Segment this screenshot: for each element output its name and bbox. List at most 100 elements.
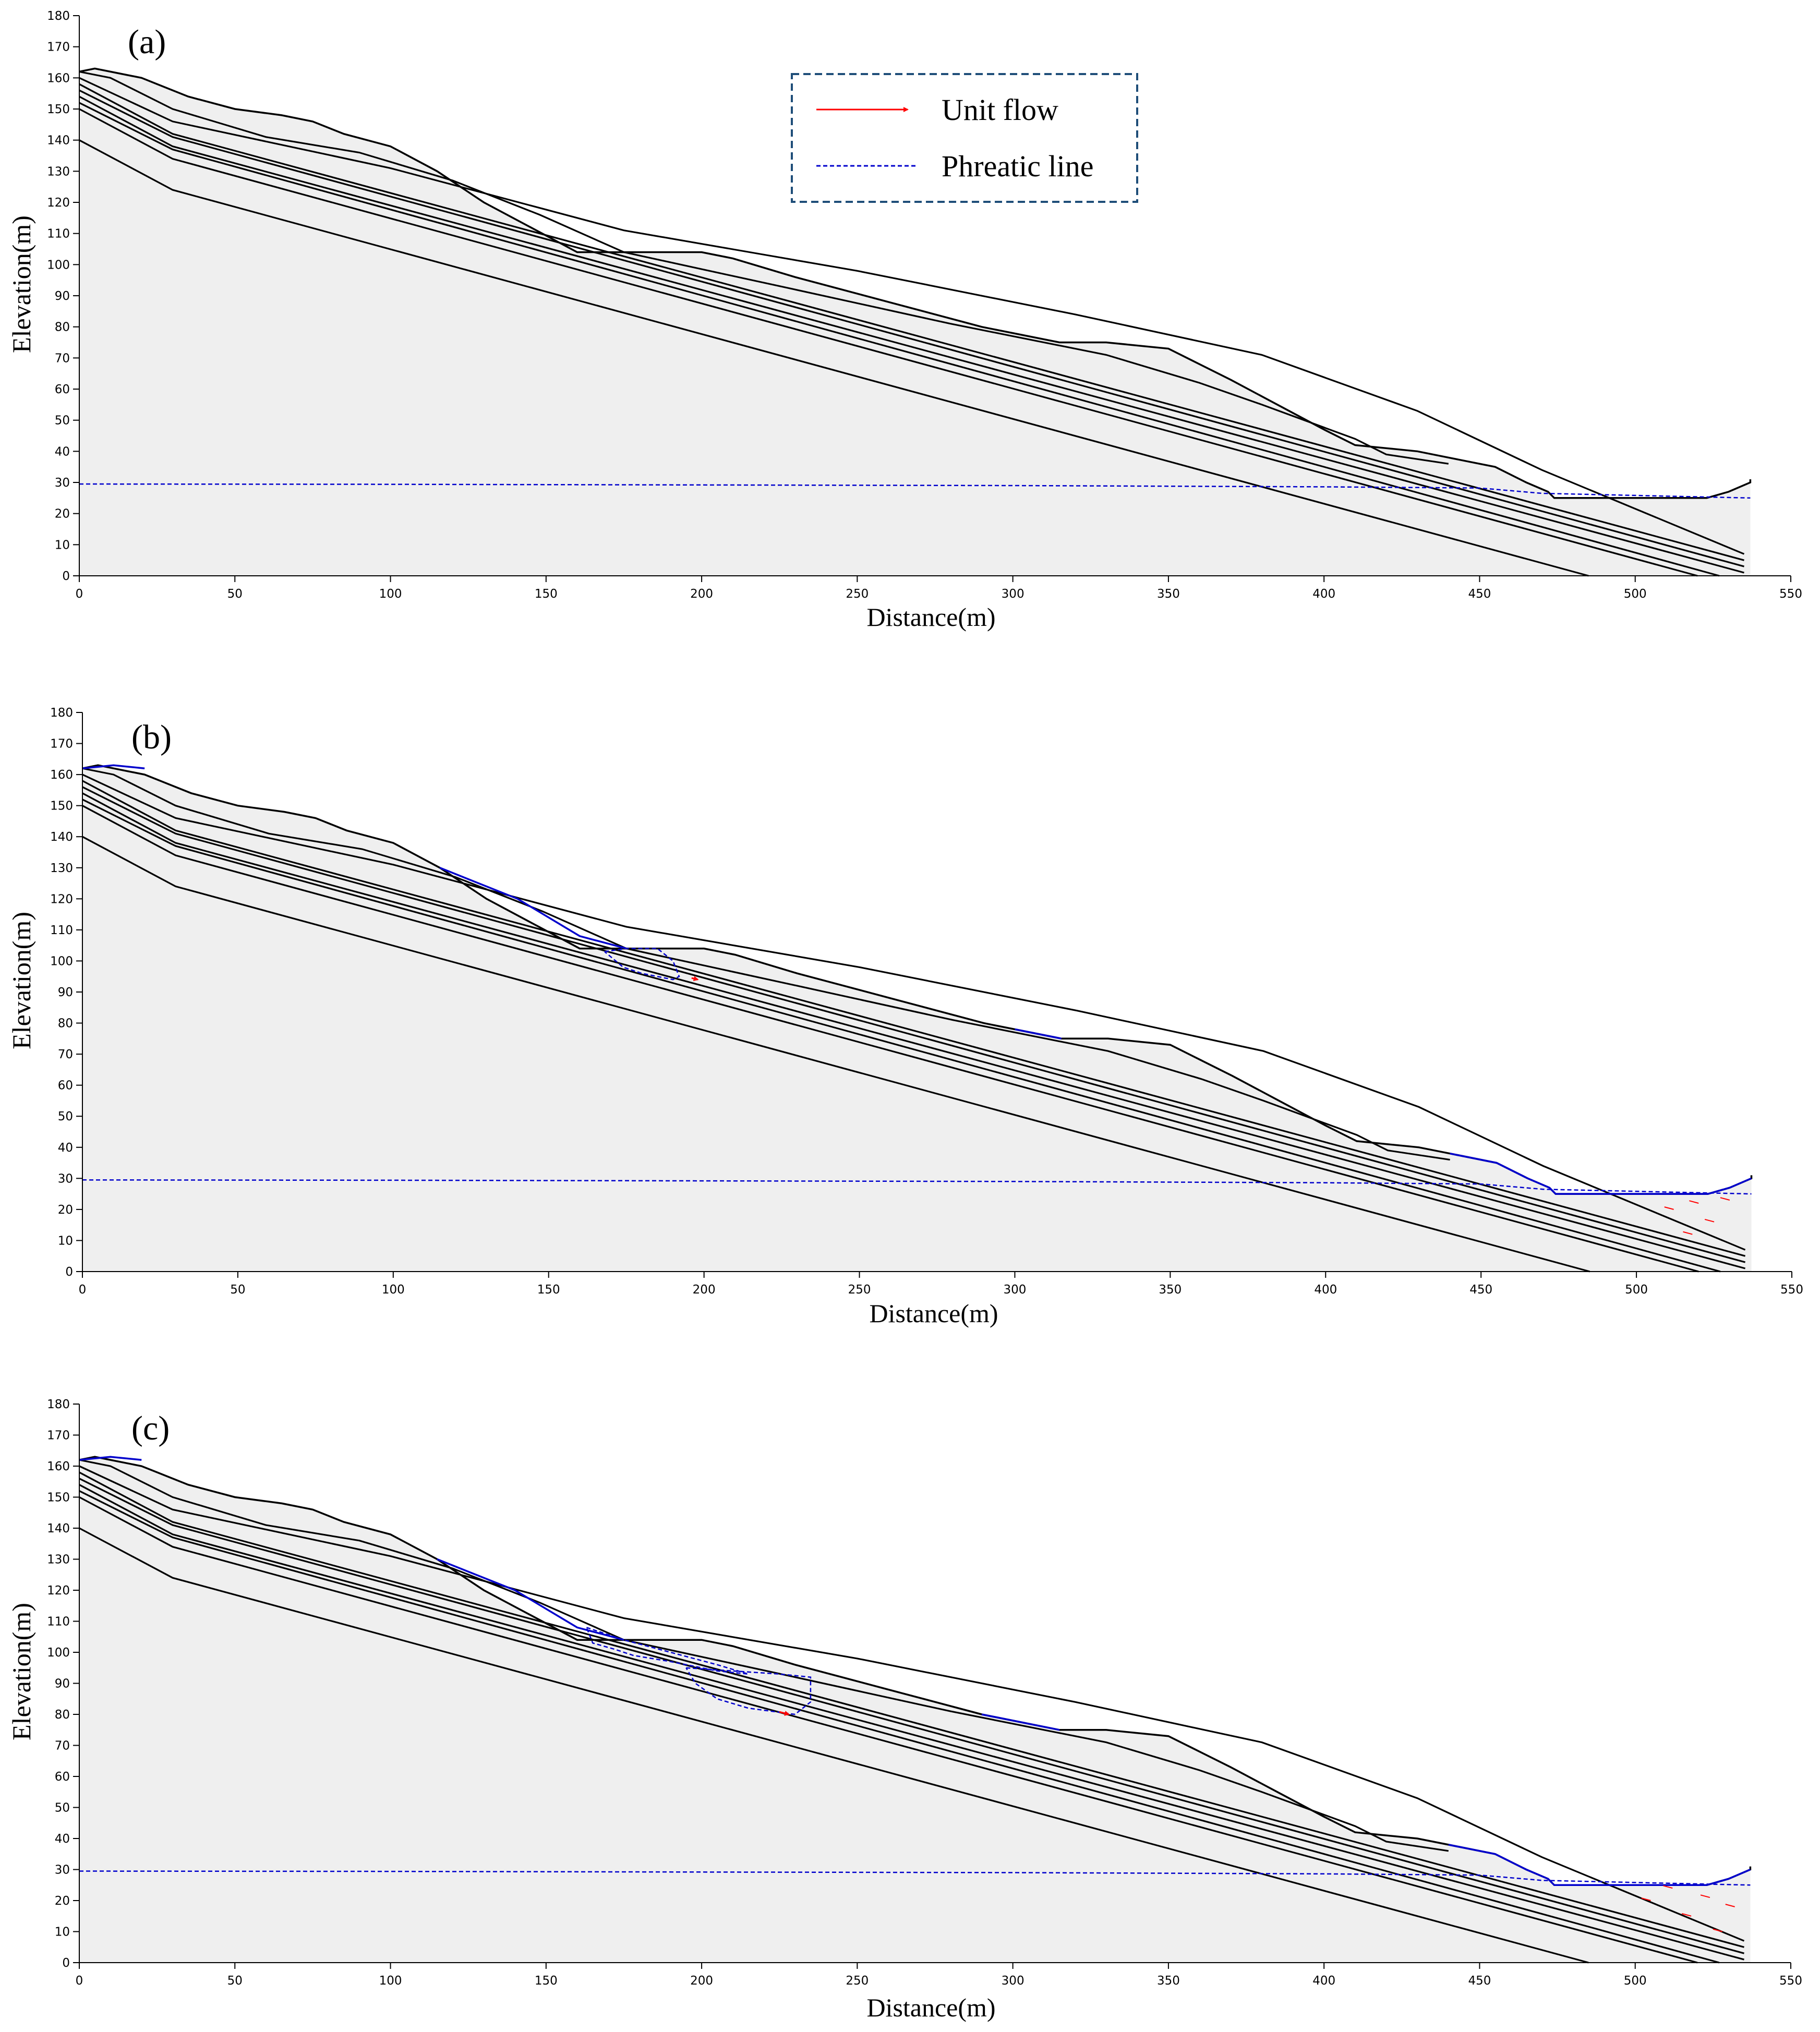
layer-boundary-3 (79, 1471, 1744, 1948)
layer-boundary-2 (82, 773, 1746, 1251)
y-tick-label: 170 (47, 1429, 70, 1443)
x-axis-label: Distance(m) (866, 1993, 995, 2022)
x-tick-label: 400 (1314, 1283, 1337, 1297)
wetted-surface-1 (79, 1456, 142, 1461)
y-tick-label: 130 (50, 862, 73, 875)
y-tick-label: 150 (50, 800, 73, 813)
y-tick-label: 110 (50, 924, 73, 937)
y-tick-label: 170 (47, 41, 70, 54)
unit-flow-arrow-1 (691, 976, 699, 982)
wetted-surface-4 (1450, 1152, 1752, 1195)
y-tick-label: 160 (47, 71, 70, 85)
layer-boundary-3 (82, 780, 1746, 1257)
layer-boundary-5 (79, 95, 1744, 574)
toe-flow-arrow-4 (1720, 1197, 1730, 1201)
y-tick-label: 180 (50, 706, 73, 720)
x-tick-label: 50 (227, 1974, 243, 1988)
layer-boundary-6 (79, 102, 1720, 577)
x-tick-label: 200 (690, 587, 713, 601)
x-tick-label: 250 (846, 1974, 869, 1988)
layer-boundary-7 (79, 108, 1698, 577)
y-tick-label: 50 (55, 414, 70, 428)
wetted-surface-3 (981, 1713, 1060, 1731)
y-tick-label: 30 (55, 1864, 70, 1877)
slope-surface-line (79, 67, 1752, 499)
y-tick-label: 40 (55, 445, 70, 458)
x-tick-label: 450 (1469, 1283, 1492, 1297)
y-tick-label: 140 (47, 134, 70, 148)
x-axis-label: Distance(m) (869, 1299, 998, 1328)
toe-flow-arrow-3 (1704, 1218, 1715, 1223)
y-tick-label: 50 (55, 1801, 70, 1815)
plot-area (79, 67, 1752, 577)
layer-boundary-3 (79, 83, 1744, 561)
x-tick-label: 300 (1002, 1974, 1024, 1988)
phreatic-line (79, 1870, 1751, 1886)
x-tick-label: 150 (537, 1283, 560, 1297)
toe-flow-arrow-4 (1700, 1894, 1710, 1898)
legend: Unit flow Phreatic line (791, 73, 1138, 203)
x-tick-label: 450 (1468, 1974, 1491, 1988)
seepage-zone-2 (685, 1667, 812, 1715)
y-tick-label: 80 (58, 1017, 73, 1031)
y-tick-label: 100 (47, 258, 70, 272)
layer-boundary-2 (79, 1465, 1745, 1942)
y-tick-label: 120 (50, 892, 73, 906)
y-tick-label: 20 (58, 1203, 73, 1217)
y-tick-label: 140 (50, 830, 73, 844)
toe-flow-arrow-6 (1725, 1904, 1735, 1907)
layer-boundary-8 (82, 836, 1590, 1273)
x-tick-label: 150 (535, 1974, 558, 1988)
y-tick-label: 110 (47, 1615, 70, 1629)
y-tick-label: 160 (47, 1460, 70, 1473)
layer-boundary-8 (79, 1527, 1589, 1964)
toe-flow-arrow-1 (1641, 1897, 1651, 1901)
x-tick-label: 350 (1159, 1283, 1182, 1297)
panel-c: 0 50 100 150 200 250 300 350 400 450 500 550 0 10 20 30… (7, 1398, 1802, 2022)
wetted-surface-2 (437, 1558, 624, 1641)
wetted-surface-4 (1448, 1844, 1751, 1886)
axes: 0 50 100 150 200 250 300 350 400 450 500 550 0 10 20 30… (50, 706, 1803, 1297)
x-tick-label: 250 (846, 587, 869, 601)
x-tick-label: 350 (1157, 1974, 1180, 1988)
toe-flow-arrow-1 (1664, 1206, 1674, 1210)
y-tick-label: 120 (47, 1584, 70, 1598)
y-tick-label: 160 (50, 768, 73, 782)
x-tick-label: 450 (1468, 587, 1491, 601)
y-tick-label: 150 (47, 103, 70, 116)
y-tick-label: 80 (55, 321, 70, 334)
layer-boundary-5 (79, 1484, 1744, 1961)
y-tick-label: 10 (55, 538, 70, 552)
layer-boundary-4 (79, 89, 1744, 567)
y-tick-label: 60 (58, 1079, 73, 1093)
layer-boundary-7 (79, 1496, 1698, 1964)
y-tick-label: 80 (55, 1708, 70, 1722)
y-tick-label: 180 (47, 1398, 70, 1411)
toe-flow-arrow-5 (1713, 1928, 1723, 1932)
legend-label-unit-flow: Unit flow (942, 93, 1058, 127)
layer-boundary-7 (82, 805, 1699, 1273)
y-tick-label: 20 (55, 1894, 70, 1908)
layer-boundary-4 (79, 1478, 1744, 1954)
x-tick-label: 500 (1625, 1283, 1648, 1297)
x-tick-label: 0 (76, 587, 83, 601)
panel-label: (b) (131, 718, 172, 756)
x-tick-label: 200 (693, 1283, 716, 1297)
layer-boundary-8 (79, 139, 1589, 577)
y-tick-label: 30 (58, 1172, 73, 1186)
wetted-surface-1 (82, 764, 145, 769)
wetted-surface-3 (1015, 1028, 1062, 1040)
x-tick-label: 250 (848, 1283, 871, 1297)
wetted-surface-2 (439, 867, 627, 950)
x-tick-label: 400 (1312, 587, 1335, 601)
panel-b: 0 50 100 150 200 250 300 350 400 450 500 550 0 10 20 30… (7, 706, 1803, 1328)
x-tick-label: 300 (1002, 587, 1024, 601)
y-tick-label: 140 (47, 1522, 70, 1535)
x-tick-label: 0 (76, 1974, 83, 1988)
phreatic-line (79, 483, 1751, 499)
y-tick-label: 40 (55, 1832, 70, 1846)
y-tick-label: 10 (55, 1926, 70, 1939)
y-tick-label: 130 (47, 1553, 70, 1567)
y-tick-label: 10 (58, 1234, 73, 1248)
y-tick-label: 90 (55, 1677, 70, 1691)
